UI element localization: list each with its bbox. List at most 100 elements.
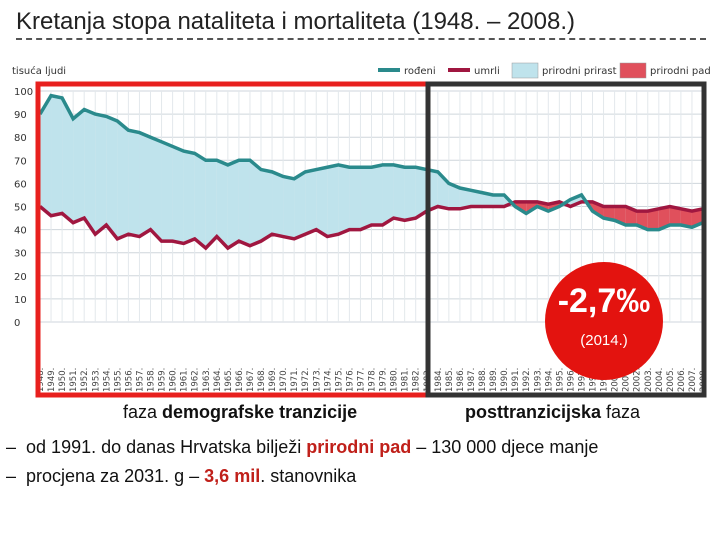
x-tick-label: 1987.	[467, 368, 477, 392]
x-tick-label: 1992.	[522, 368, 532, 392]
x-tick-label: 1949.	[47, 368, 57, 392]
phase-post-transition-box	[425, 81, 707, 398]
y-tick-label: 50	[14, 203, 27, 214]
x-tick-label: 1957.	[135, 368, 145, 392]
natural-increase-area	[448, 183, 460, 209]
natural-increase-area	[493, 194, 505, 207]
x-tick-label: 2002.	[633, 368, 643, 392]
natural-increase-area	[117, 121, 129, 239]
x-tick-label: 1968.	[257, 368, 267, 392]
x-tick-label: 1985.	[445, 368, 455, 392]
y-tick-label: 10	[14, 295, 27, 306]
x-tick-label: 1955.	[113, 368, 123, 392]
x-tick-label: 1995.	[555, 368, 565, 392]
x-tick-label: 1953.	[91, 368, 101, 392]
x-tick-label: 1961.	[180, 368, 190, 392]
natural-increase-area	[360, 167, 372, 230]
x-tick-label: 1962.	[191, 368, 201, 392]
x-tick-label: 1997.	[577, 368, 587, 392]
x-tick-label: 1963.	[202, 368, 212, 392]
natural-increase-area	[349, 167, 361, 230]
natural-decrease-area	[658, 206, 670, 230]
x-tick-label: 1958.	[147, 368, 157, 392]
y-tick-label: 90	[14, 110, 27, 121]
y-tick-label: 0	[14, 318, 20, 329]
natural-decrease-area	[647, 208, 659, 230]
x-tick-label: 1978.	[368, 368, 378, 392]
x-tick-label: 1980.	[390, 368, 400, 392]
natural-increase-area	[84, 109, 96, 235]
x-tick-label: 1971.	[290, 368, 300, 392]
natural-increase-area	[51, 95, 63, 216]
bullet-dash: –	[6, 466, 17, 486]
legend-swatch	[511, 62, 539, 79]
natural-increase-area	[338, 164, 350, 235]
y-tick-label: 20	[14, 272, 27, 283]
x-tick-label: 1950.	[58, 368, 68, 392]
bullet-item: – od 1991. do danas Hrvatska bilježi pri…	[6, 437, 598, 458]
natural-increase-area	[238, 160, 250, 246]
phase-label-post: posttranzicijska faza	[465, 402, 640, 423]
bullet-highlight: prirodni pad	[306, 437, 412, 457]
natural-increase-area	[459, 188, 471, 209]
natural-increase-area	[73, 109, 85, 223]
bullet-dash: –	[6, 437, 17, 457]
x-tick-label: 2005.	[666, 368, 676, 392]
x-tick-label: 2000.	[611, 368, 621, 392]
bullet-text: procjena za 2031. g –	[26, 466, 205, 486]
natural-increase-area	[172, 146, 184, 244]
x-tick-label: 1988.	[478, 368, 488, 392]
natural-increase-area	[95, 114, 107, 235]
bullet-highlight: 3,6 mil	[204, 466, 261, 486]
phase-label-transition-prefix: faza	[123, 402, 163, 422]
natural-decrease-area	[680, 208, 692, 228]
x-tick-label: 1991.	[511, 368, 521, 392]
x-tick-label: 1951.	[69, 368, 79, 392]
phase-label-transition: faza demografske tranzicije	[123, 402, 357, 423]
x-tick-label: 1984.	[434, 368, 444, 392]
natural-increase-area	[106, 116, 118, 239]
x-tick-label: 2001.	[622, 368, 632, 392]
x-tick-label: 1990.	[500, 368, 510, 392]
x-tick-label: 1964.	[213, 368, 223, 392]
x-tick-label: 1989.	[489, 368, 499, 392]
natural-increase-area	[216, 160, 228, 249]
badge-value: -2,7‰	[557, 282, 651, 320]
x-tick-label: 1976.	[345, 368, 355, 392]
x-tick-label: 1982.	[412, 368, 422, 392]
x-tick-label: 1973.	[312, 368, 322, 392]
x-tick-label: 1966.	[235, 368, 245, 392]
bullet-item: – procjena za 2031. g – 3,6 mil. stanovn…	[6, 466, 356, 487]
x-tick-label: 1974.	[323, 368, 333, 392]
x-tick-label: 1969.	[268, 368, 278, 392]
natural-increase-area	[261, 169, 273, 242]
phase-label-post-bold: posttranzicijska	[465, 402, 602, 422]
x-tick-label: 1994.	[544, 368, 554, 392]
natural-increase-area	[161, 141, 173, 242]
natural-increase-area	[327, 164, 339, 237]
phase-label-post-suffix: faza	[601, 402, 641, 422]
natural-increase-area	[139, 132, 151, 237]
series-line-umrli	[38, 200, 704, 251]
y-tick-label: 30	[14, 249, 27, 260]
legend-label: rođeni	[404, 66, 436, 77]
natural-increase-area	[183, 151, 195, 244]
x-tick-label: 1960.	[169, 368, 179, 392]
natural-increase-area	[40, 95, 52, 216]
natural-increase-area	[294, 171, 306, 239]
x-tick-label: 1948.	[36, 368, 46, 392]
x-tick-label: 2003.	[644, 368, 654, 392]
natural-increase-area	[128, 130, 140, 237]
natural-increase-area	[249, 160, 261, 246]
badge-year: (2014.)	[580, 332, 628, 349]
x-tick-label: 1970.	[279, 368, 289, 392]
legend-label: umrli	[474, 66, 500, 77]
x-tick-label: 1986.	[456, 368, 466, 392]
legend-label: prirodni prirast	[542, 66, 617, 77]
x-tick-label: 1956.	[124, 368, 134, 392]
series-line-rodeni	[38, 93, 704, 232]
natural-increase-area	[283, 176, 295, 239]
chart-areas	[40, 95, 703, 249]
x-tick-label: 1965.	[224, 368, 234, 392]
page-title: Kretanja stopa nataliteta i mortaliteta …	[16, 8, 706, 40]
